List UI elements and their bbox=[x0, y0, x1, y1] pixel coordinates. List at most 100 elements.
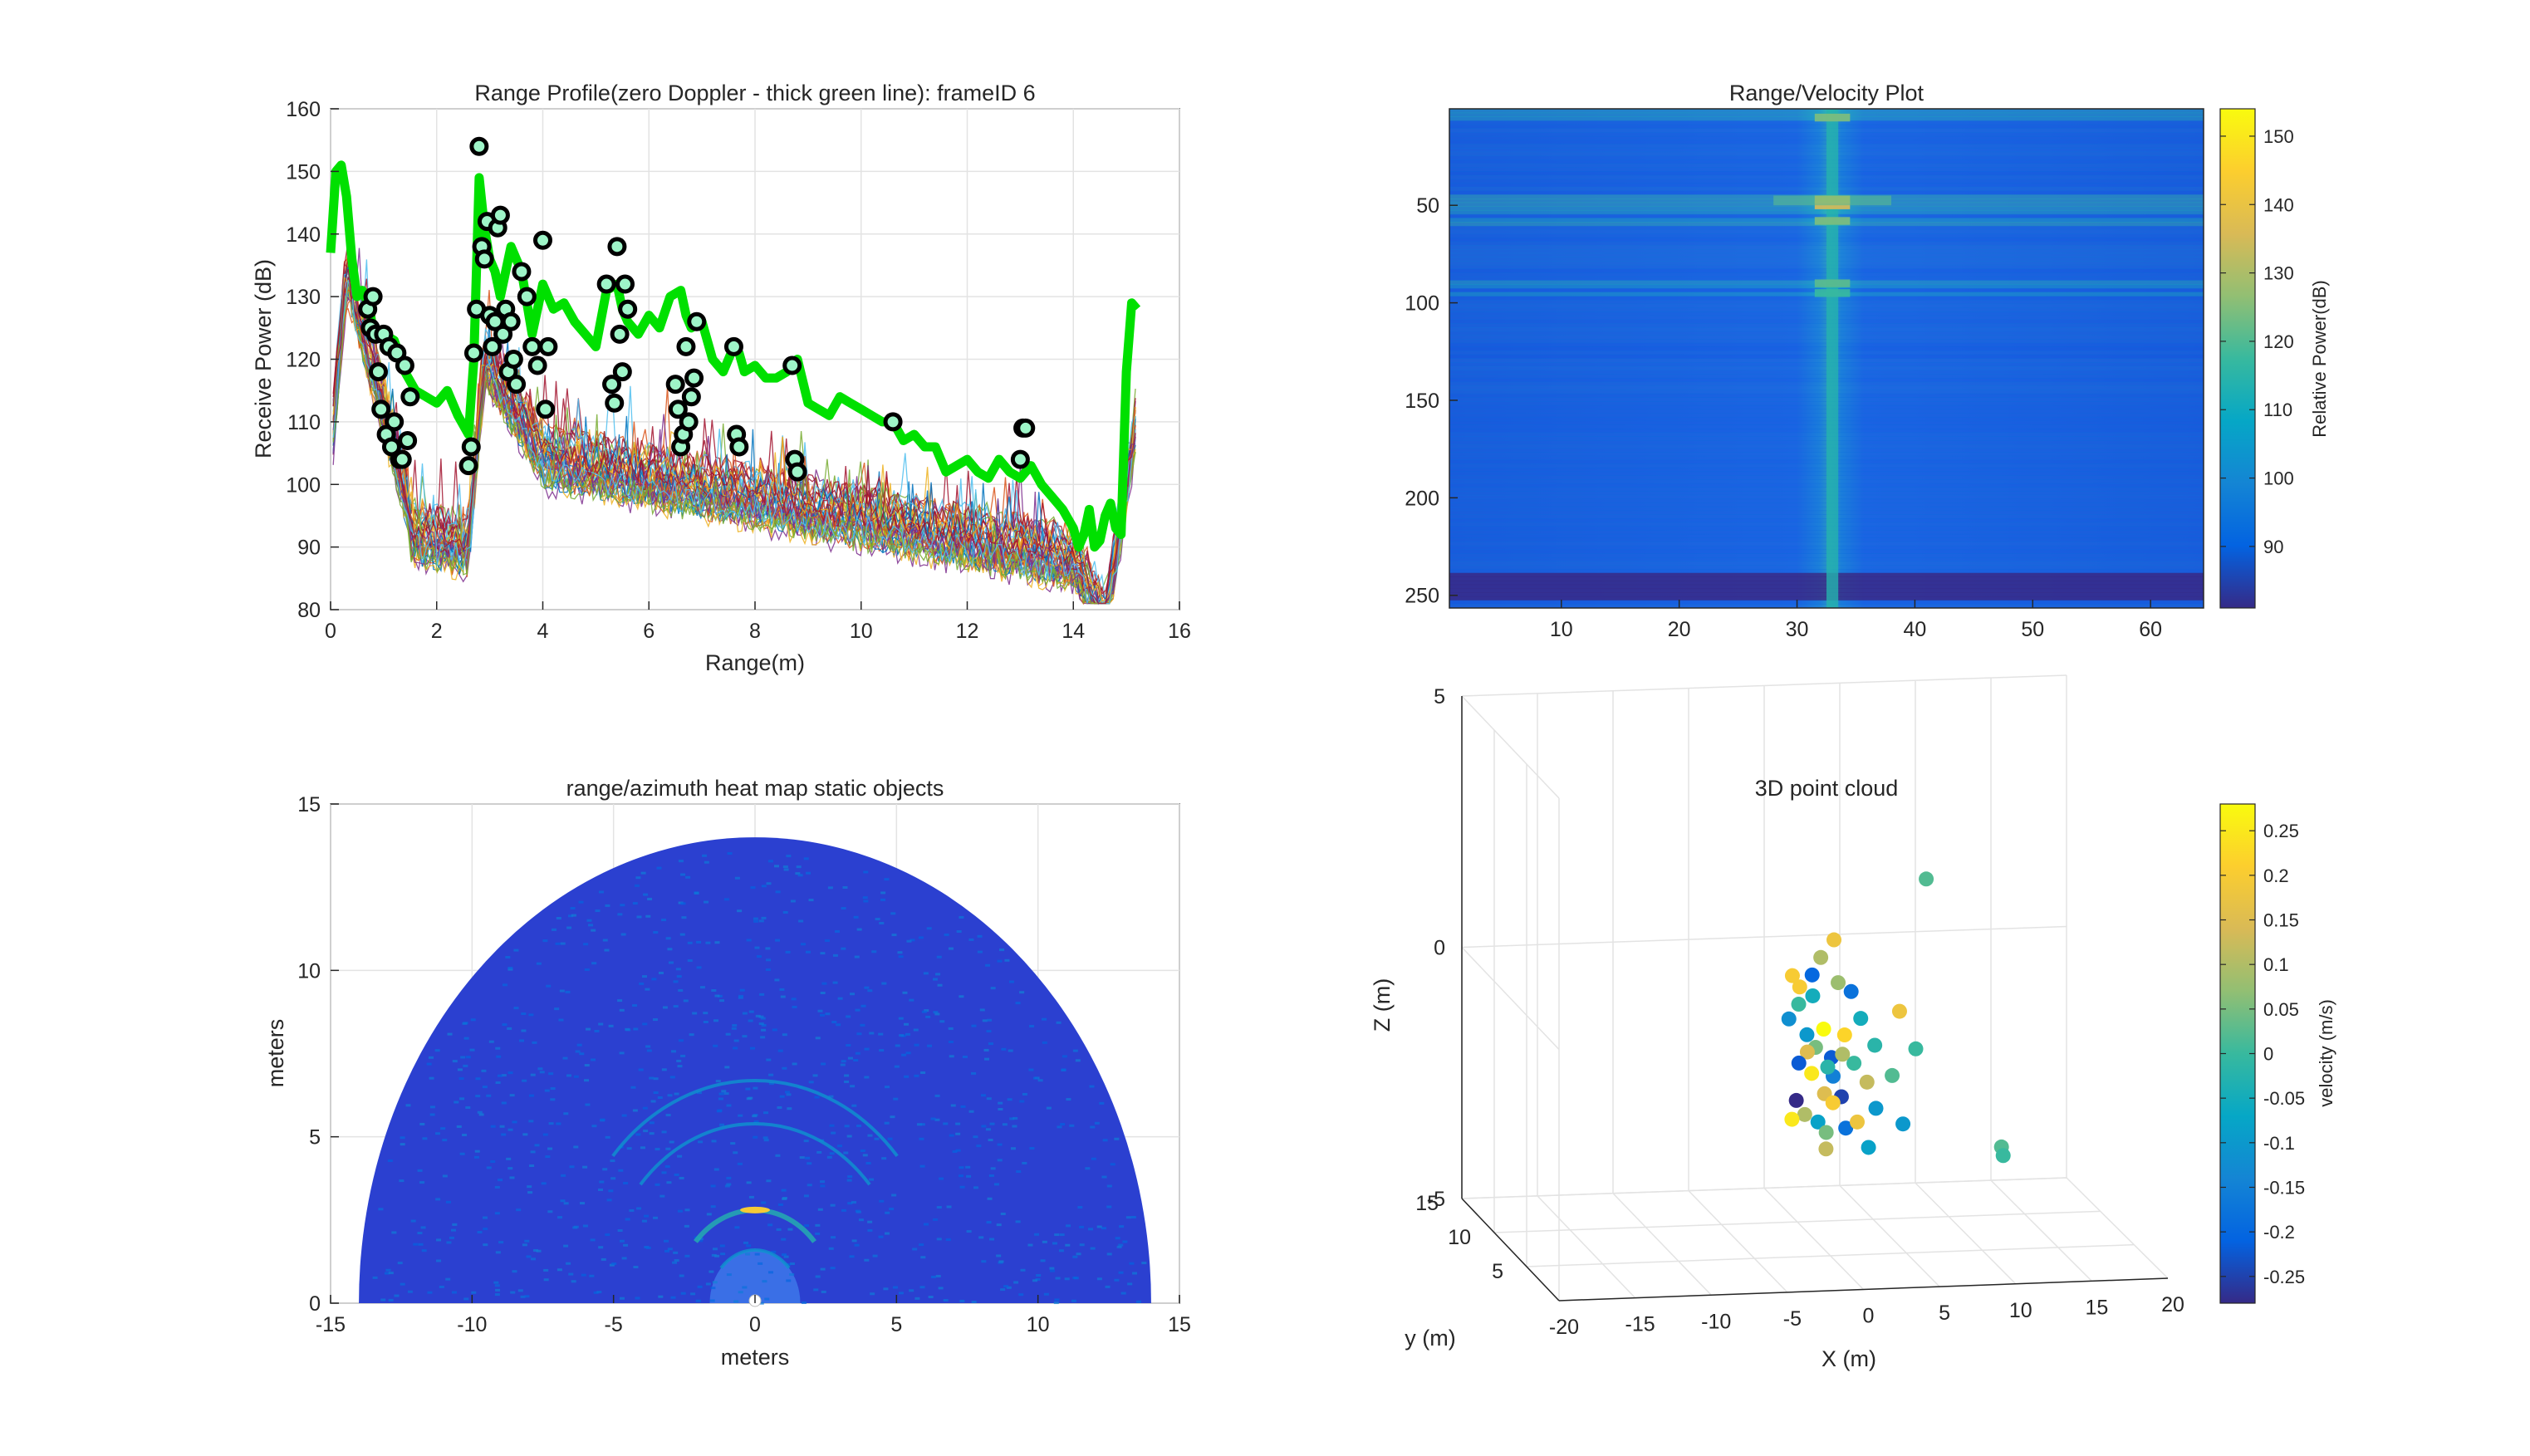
speckle bbox=[428, 1056, 434, 1059]
speckle bbox=[481, 1069, 487, 1072]
speckle bbox=[1010, 1147, 1016, 1150]
speckle bbox=[831, 1131, 836, 1135]
speckle bbox=[459, 1097, 465, 1101]
speckle bbox=[558, 1018, 564, 1022]
y-tick-label: 150 bbox=[286, 160, 321, 184]
speckle bbox=[567, 914, 573, 918]
speckle bbox=[856, 928, 862, 931]
speckle bbox=[1042, 1017, 1047, 1021]
speckle bbox=[490, 1125, 496, 1128]
speckle bbox=[925, 1015, 931, 1018]
speckle bbox=[982, 1019, 988, 1022]
speckle bbox=[522, 1133, 528, 1136]
speckle bbox=[1122, 1240, 1128, 1243]
speckle bbox=[825, 1012, 831, 1016]
speckle bbox=[1046, 1106, 1052, 1110]
speckle bbox=[767, 1223, 773, 1227]
speckle bbox=[1120, 1292, 1126, 1295]
speckle bbox=[985, 1128, 991, 1131]
floor-gridline-y bbox=[1493, 1210, 2101, 1233]
speckle bbox=[556, 916, 561, 919]
speckle bbox=[536, 1249, 542, 1253]
speckle bbox=[697, 1285, 703, 1288]
speckle bbox=[378, 1208, 384, 1211]
speckle bbox=[1035, 1277, 1041, 1281]
peak-marker bbox=[782, 355, 802, 375]
speckle bbox=[399, 1179, 405, 1183]
speckle bbox=[775, 939, 781, 942]
speckle bbox=[881, 982, 887, 985]
speckle bbox=[623, 1243, 629, 1247]
speckle bbox=[829, 1124, 835, 1127]
bright-streak bbox=[1773, 195, 1892, 206]
peak-marker bbox=[522, 336, 542, 356]
speckle bbox=[739, 988, 745, 992]
speckle bbox=[765, 947, 771, 950]
speckle bbox=[397, 1262, 403, 1265]
speckle bbox=[546, 984, 552, 988]
x-tick-label: 8 bbox=[749, 620, 761, 643]
speckle bbox=[1001, 1047, 1007, 1051]
speckle bbox=[664, 1164, 670, 1168]
y-tick-label: 250 bbox=[1405, 585, 1439, 608]
speckle bbox=[550, 1098, 556, 1101]
speckle bbox=[626, 1147, 632, 1150]
speckle bbox=[632, 1004, 638, 1007]
speckle bbox=[1089, 1085, 1095, 1088]
z-tick-label: 0 bbox=[1434, 937, 1445, 960]
speckle bbox=[745, 1253, 751, 1256]
speckle bbox=[706, 1213, 712, 1216]
point-cloud-point bbox=[1853, 1011, 1869, 1027]
speckle bbox=[998, 1108, 1003, 1111]
point-cloud-colorbar-ticks: -0.25 -0.2 -0.15 -0.1 -0.05 0 0.05 0.1 0.15 0.2 0.… bbox=[2220, 821, 2305, 1287]
speckle bbox=[690, 1292, 696, 1296]
peak-marker bbox=[483, 336, 503, 356]
speckle bbox=[459, 1152, 465, 1155]
speckle bbox=[813, 1288, 819, 1292]
peak-marker bbox=[723, 336, 743, 356]
speckle bbox=[586, 919, 592, 922]
speckle bbox=[663, 1239, 669, 1243]
speckle bbox=[1077, 1206, 1083, 1209]
speckle bbox=[968, 938, 974, 941]
speckle bbox=[856, 1032, 862, 1036]
colorbar-tick-label: 0 bbox=[2263, 1044, 2273, 1065]
speckle bbox=[869, 1178, 875, 1181]
speckle bbox=[646, 1049, 652, 1052]
speckle bbox=[727, 852, 733, 855]
speckle bbox=[474, 1155, 480, 1159]
speckle bbox=[419, 1122, 425, 1125]
speckle bbox=[894, 1065, 900, 1068]
speckle bbox=[439, 1285, 444, 1288]
floor-gridline-x bbox=[1763, 1187, 1865, 1291]
speckle bbox=[717, 1109, 723, 1112]
speckle bbox=[516, 1208, 522, 1212]
bright-reflector bbox=[740, 1206, 770, 1213]
speckle bbox=[919, 1137, 924, 1140]
speckle bbox=[661, 1171, 667, 1174]
y-tick-label: 0 bbox=[309, 1292, 321, 1316]
peak-marker bbox=[607, 237, 627, 257]
speckle bbox=[815, 1232, 821, 1235]
y-tick-label: 100 bbox=[286, 473, 321, 497]
speckle bbox=[919, 1243, 924, 1247]
floor-gridline-y bbox=[1526, 1243, 2135, 1267]
speckle bbox=[820, 952, 826, 955]
point-cloud-point bbox=[1818, 1125, 1834, 1140]
speckle bbox=[446, 1241, 452, 1244]
speckle bbox=[636, 915, 642, 919]
speckle bbox=[753, 919, 759, 923]
speckle bbox=[673, 980, 679, 983]
speckle bbox=[496, 1055, 502, 1058]
speckle bbox=[653, 1077, 659, 1081]
speckle bbox=[610, 1177, 616, 1180]
speckle bbox=[645, 1246, 651, 1249]
speckle bbox=[714, 1254, 720, 1257]
speckle bbox=[901, 1053, 907, 1056]
speckle bbox=[714, 941, 720, 944]
speckle bbox=[1064, 1277, 1070, 1281]
speckle bbox=[820, 1184, 826, 1188]
speckle bbox=[645, 914, 651, 918]
speckle bbox=[898, 1017, 904, 1020]
speckle bbox=[494, 1293, 500, 1297]
